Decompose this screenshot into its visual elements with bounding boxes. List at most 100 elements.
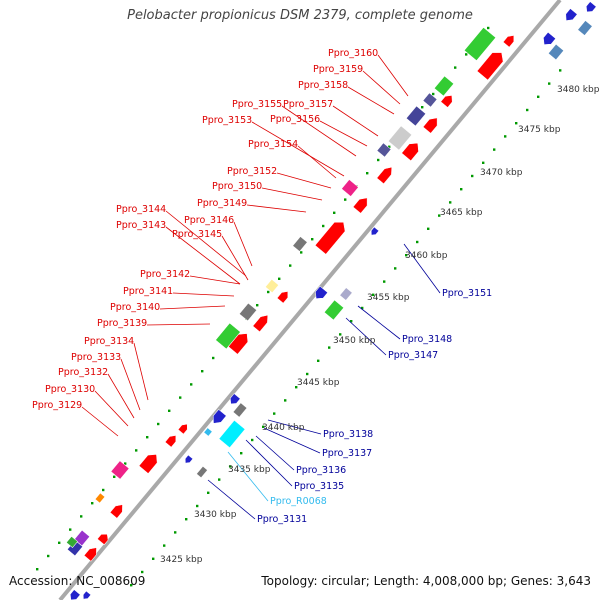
leader-line	[94, 390, 129, 427]
gene-arrow	[164, 435, 177, 448]
tick-mark	[460, 188, 463, 191]
tick-mark	[366, 172, 369, 175]
gene-block	[94, 492, 106, 504]
tick-mark	[141, 570, 144, 574]
gene-label-forward: Ppro_3144	[116, 204, 166, 215]
tick-mark	[196, 504, 199, 508]
kbp-label: 3480 kbp	[557, 85, 600, 95]
genome-backbone	[58, 0, 562, 600]
gene-block	[433, 75, 455, 97]
gene-block	[292, 236, 308, 252]
gene-label-forward: Ppro_3154	[248, 139, 298, 150]
tick-mark	[328, 346, 331, 349]
leader-line	[362, 70, 401, 105]
tick-mark	[207, 491, 210, 494]
gene-label-forward: Ppro_3156	[270, 114, 320, 125]
tick-track-lower	[130, 69, 562, 587]
tick-mark	[80, 515, 83, 518]
gene-arrow	[476, 52, 504, 81]
gene-label-reverse: Ppro_3137	[322, 448, 372, 459]
gene-block	[196, 465, 208, 479]
leader-line	[347, 86, 395, 115]
gene-block	[547, 43, 565, 61]
leader-line	[319, 120, 368, 147]
gene-label-forward: Ppro_3133	[71, 352, 121, 363]
leader-line	[120, 358, 141, 411]
kbp-label: 3425 kbp	[160, 555, 203, 565]
tick-mark	[482, 161, 485, 164]
gene-label-forward: Ppro_3153	[202, 115, 252, 126]
tick-mark	[113, 475, 116, 478]
tick-mark	[179, 396, 182, 399]
tick-mark	[229, 465, 232, 468]
leader-line	[332, 105, 379, 137]
tick-mark	[146, 436, 149, 439]
leader-line	[227, 451, 269, 502]
gene-label-forward: Ppro_3155	[232, 99, 282, 110]
gene-label-forward: Ppro_3149	[197, 198, 247, 209]
gene-block	[264, 278, 280, 294]
tick-mark	[487, 26, 490, 30]
leader-line	[403, 243, 441, 294]
kbp-label: 3440 kbp	[262, 423, 305, 433]
leader-line	[255, 435, 295, 471]
gene-arrow	[177, 423, 188, 435]
tick-mark	[157, 422, 160, 426]
leader-line	[345, 317, 387, 356]
leader-line	[357, 305, 401, 340]
gene-block	[218, 419, 246, 449]
gene-block	[422, 92, 438, 108]
gene-arrow	[543, 31, 557, 45]
tick-mark	[69, 528, 72, 531]
tick-mark	[212, 356, 215, 360]
kbp-label: 3460 kbp	[405, 251, 448, 261]
tick-mark	[168, 409, 171, 412]
gene-block	[203, 427, 213, 437]
leader-line	[165, 210, 247, 277]
leader-line	[297, 145, 337, 179]
gene-arrow	[370, 226, 380, 236]
gene-block	[376, 142, 392, 158]
leader-line	[246, 204, 307, 213]
kbp-label: 3470 kbp	[480, 168, 523, 178]
tick-mark	[383, 280, 386, 283]
tick-mark	[361, 306, 364, 310]
tick-mark	[295, 386, 298, 389]
tick-mark	[190, 383, 193, 386]
gene-arrow	[314, 221, 346, 255]
leader-line	[251, 121, 345, 177]
tick-mark	[91, 502, 94, 505]
tick-mark	[515, 122, 518, 125]
gene-arrow	[586, 1, 597, 13]
tick-mark	[493, 148, 496, 151]
tick-mark	[201, 370, 204, 373]
tick-mark	[174, 531, 177, 534]
gene-label-forward: Ppro_3150	[212, 181, 262, 192]
tick-mark	[273, 412, 276, 415]
tick-mark	[300, 251, 303, 254]
gene-label-forward: Ppro_3129	[32, 400, 82, 411]
gene-arrow	[276, 291, 289, 304]
kbp-label: 3435 kbp	[228, 465, 271, 475]
gene-arrow	[422, 117, 438, 134]
leader-line	[267, 419, 322, 435]
gene-block	[238, 302, 258, 322]
tick-mark	[218, 478, 221, 481]
kbp-scale: 3425 kbp 3430 kbp 3435 kbp 3440 kbp 3445 kbp…	[160, 85, 600, 565]
kbp-label: 3455 kbp	[367, 293, 410, 303]
label-leader-lines	[81, 54, 441, 520]
leader-line	[377, 54, 409, 97]
gene-label-forward: Ppro_3139	[97, 318, 147, 329]
leader-line	[159, 305, 226, 310]
gene-arrow	[440, 95, 453, 108]
tick-mark	[504, 135, 507, 138]
gene-label-reverse: Ppro_3147	[388, 350, 438, 361]
gene-label-reverse: Ppro_3135	[294, 481, 344, 492]
gene-block	[232, 402, 248, 418]
page-title: Pelobacter propionicus DSM 2379, complet…	[127, 8, 473, 23]
tick-mark	[372, 293, 375, 296]
gene-arrow	[82, 590, 92, 600]
gene-arrow	[565, 8, 578, 21]
tick-mark	[251, 438, 254, 442]
gene-label-forward: Ppro_3159	[313, 64, 363, 75]
